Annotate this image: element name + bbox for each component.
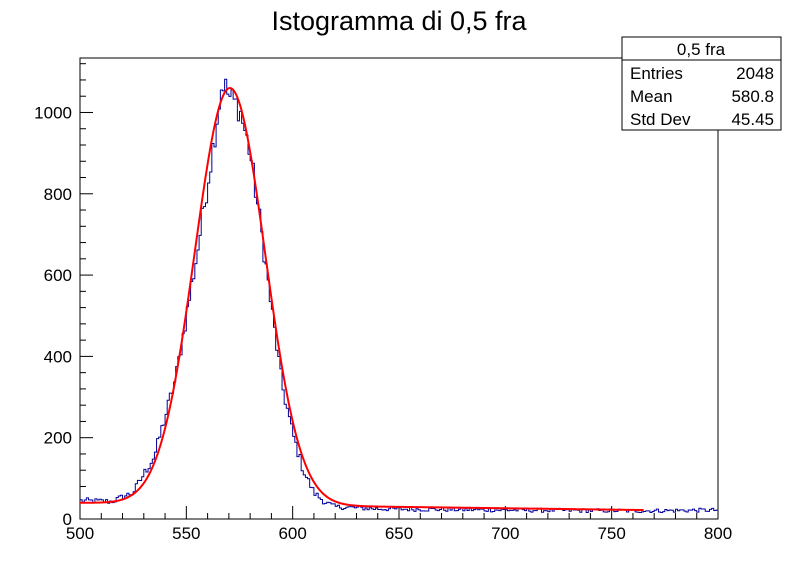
x-tick-label: 800: [704, 524, 732, 543]
x-tick-label: 650: [385, 524, 413, 543]
y-tick-label: 800: [44, 185, 72, 204]
stats-mean-label: Mean: [630, 87, 673, 106]
chart-title: Istogramma di 0,5 fra: [271, 6, 527, 36]
x-tick-label: 500: [66, 524, 94, 543]
stats-box: 0,5 fra Entries 2048 Mean 580.8 Std Dev …: [621, 36, 782, 131]
stats-stddev-label: Std Dev: [630, 110, 691, 129]
x-tick-label: 550: [172, 524, 200, 543]
y-tick-label: 200: [44, 429, 72, 448]
stats-entries-label: Entries: [630, 64, 683, 83]
stats-box-title: 0,5 fra: [677, 40, 726, 59]
stats-entries-value: 2048: [736, 64, 774, 83]
y-axis: 0 200 400 600 800 1000: [34, 63, 93, 529]
x-tick-label: 600: [278, 524, 306, 543]
stats-box-frame: [621, 36, 782, 131]
x-tick-label: 750: [597, 524, 625, 543]
fit-curve: [79, 86, 644, 512]
y-tick-label: 1000: [34, 103, 72, 122]
stats-mean-value: 580.8: [731, 87, 774, 106]
histogram-series: [80, 78, 718, 514]
y-tick-label: 600: [44, 266, 72, 285]
stats-stddev-value: 45.45: [731, 110, 774, 129]
x-axis: 500 550 600 650 700 750 800: [66, 506, 732, 543]
y-tick-label: 0: [63, 510, 72, 529]
y-tick-label: 400: [44, 347, 72, 366]
x-tick-label: 700: [491, 524, 519, 543]
